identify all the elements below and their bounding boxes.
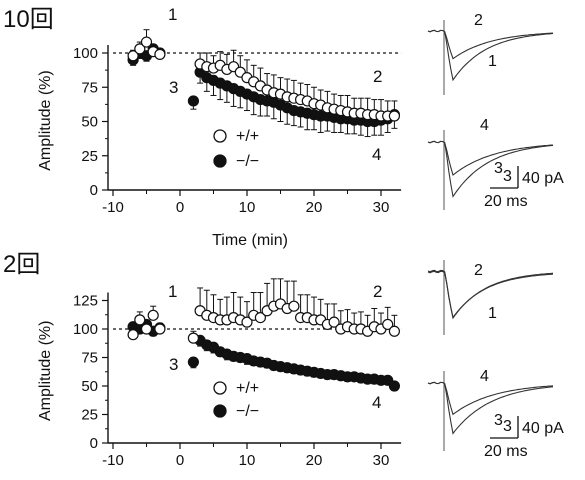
data-point (187, 95, 199, 107)
legend-label: +/+ (236, 128, 259, 145)
x-tick-label: 0 (176, 199, 184, 216)
x-tick-label: 10 (239, 199, 256, 216)
y-tick-label: 0 (90, 435, 98, 452)
series-wildtype (127, 278, 400, 344)
data-point (140, 323, 153, 335)
epsc-traces: 2 1 4 3 40 pA 20 ms 3 (427, 260, 564, 460)
series-knockout (127, 43, 400, 138)
data-point (388, 110, 400, 122)
trace-label-3: 3 (494, 412, 503, 429)
data-point (140, 36, 153, 48)
y-tick-label: 50 (81, 378, 98, 395)
y-tick-label: 75 (81, 79, 98, 96)
data-point (127, 50, 139, 62)
data-point (241, 316, 253, 328)
panel-label: 10回 (3, 6, 54, 33)
data-point (388, 325, 400, 337)
data-point (154, 323, 166, 335)
y-tick-label: 100 (73, 45, 98, 62)
data-point (328, 316, 340, 328)
data-point (382, 318, 394, 331)
data-point (254, 312, 266, 324)
y-tick-label: 25 (81, 407, 98, 424)
annotation-3: 3 (169, 78, 178, 97)
y-tick-label: 50 (81, 114, 98, 131)
annotation-3: 3 (169, 355, 178, 374)
data-point (288, 300, 300, 312)
annotation-2: 2 (373, 282, 382, 301)
x-tick-label: 10 (239, 452, 256, 469)
trace-2 (427, 29, 554, 60)
trace-label-4: 4 (480, 117, 489, 134)
trace-label-1: 1 (488, 305, 497, 322)
trace-3 (427, 381, 554, 435)
annotation-2: 2 (373, 67, 382, 86)
annotation-4: 4 (372, 393, 381, 412)
x-tick-label: 30 (373, 452, 390, 469)
x-tick-label: 0 (176, 452, 184, 469)
legend-label: −/− (236, 403, 259, 420)
legend-marker (213, 129, 227, 143)
data-point (388, 380, 400, 392)
x-axis-label: Time (min) (212, 232, 288, 249)
data-point (187, 332, 199, 344)
data-point (134, 314, 146, 326)
annotation-1: 1 (168, 282, 177, 301)
panel-label: 2回 (3, 251, 40, 278)
trace-label-3: 3 (494, 160, 503, 177)
x-tick-label: 20 (306, 199, 323, 216)
legend-marker (213, 404, 227, 418)
y-tick-label: 125 (73, 293, 98, 310)
trace-4 (427, 381, 554, 416)
data-point (147, 309, 159, 321)
scale-bar-time-label: 20 ms (484, 193, 528, 210)
trace-label-4: 4 (480, 368, 489, 385)
scale-bar-trace-3-label: 3 (503, 418, 512, 435)
legend-marker (213, 381, 227, 395)
x-tick-label: 20 (306, 452, 323, 469)
y-tick-label: 25 (81, 148, 98, 165)
y-tick-label: 100 (73, 321, 98, 338)
y-axis-label: Amplitude (%) (37, 321, 54, 421)
x-tick-label: -10 (102, 452, 124, 469)
data-point (154, 48, 166, 60)
trace-2 (427, 270, 554, 319)
legend-marker (213, 154, 227, 168)
scale-bar-trace-3-label: 3 (503, 168, 512, 185)
scale-bar-amplitude-label: 40 pA (522, 170, 564, 187)
data-point (134, 43, 146, 55)
x-tick-label: 30 (373, 199, 390, 216)
data-point (127, 329, 139, 341)
trace-label-2: 2 (474, 262, 483, 279)
y-axis-label: Amplitude (%) (37, 70, 54, 170)
x-tick-label: -10 (102, 199, 124, 216)
epsc-traces: 2 1 4 3 40 pA 20 ms 3 (427, 12, 564, 210)
legend-label: +/+ (236, 380, 259, 397)
trace-label-2: 2 (474, 12, 483, 29)
trace-4 (427, 140, 554, 176)
y-tick-label: 0 (90, 182, 98, 199)
annotation-4: 4 (372, 145, 381, 164)
scale-bar-time-label: 20 ms (484, 443, 528, 460)
trace-1 (427, 29, 554, 82)
legend-label: −/− (236, 153, 259, 170)
series-wildtype (127, 29, 400, 122)
y-tick-label: 75 (81, 350, 98, 367)
trace-label-1: 1 (488, 53, 497, 70)
scale-bar-amplitude-label: 40 pA (522, 420, 564, 437)
annotation-1: 1 (168, 5, 177, 24)
data-point (187, 356, 199, 368)
trace-3 (427, 140, 554, 198)
